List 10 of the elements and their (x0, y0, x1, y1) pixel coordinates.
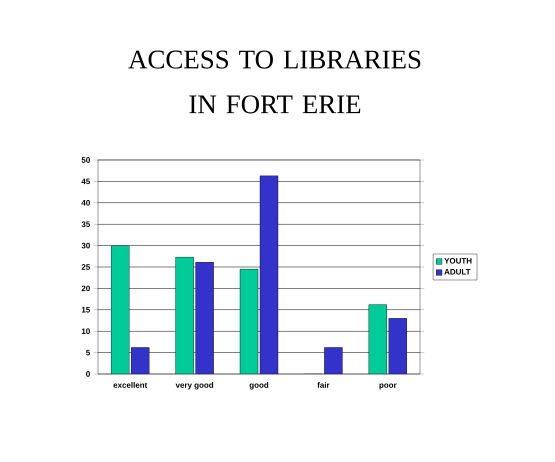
bar (175, 256, 194, 374)
bar (240, 268, 258, 374)
bar (324, 347, 343, 374)
chart-title: ACCESS TO LIBRARIES IN FORT ERIE (128, 50, 420, 114)
bar (111, 245, 130, 374)
bar (368, 304, 388, 374)
bar (195, 262, 214, 374)
bar (260, 176, 278, 374)
bar (131, 347, 150, 374)
bar (388, 318, 407, 374)
